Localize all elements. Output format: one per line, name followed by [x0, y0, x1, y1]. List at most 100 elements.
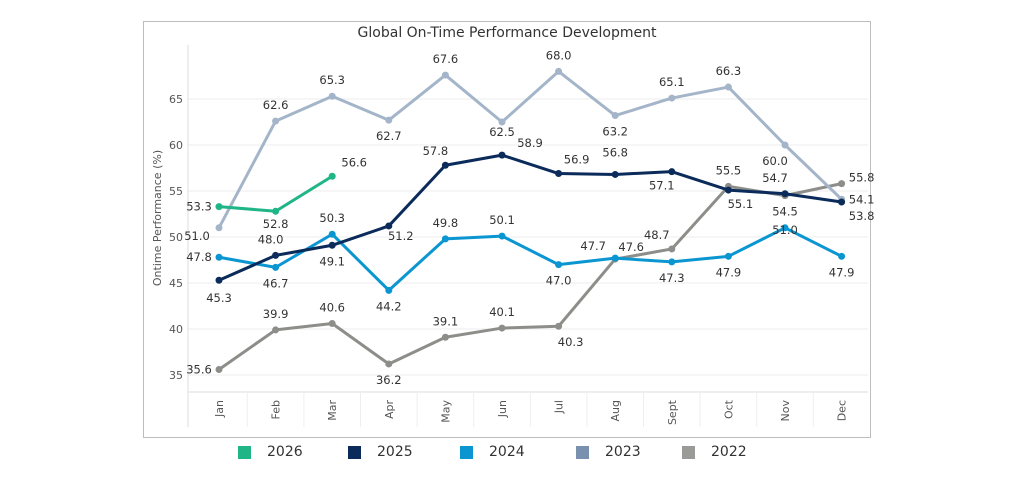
data-point-2023: [555, 67, 563, 75]
data-label-2023: 60.0: [762, 154, 788, 168]
y-tick-label: 45: [169, 277, 183, 290]
data-label-2024: 51.0: [772, 223, 798, 237]
data-point-2025: [781, 190, 789, 198]
data-point-2022: [838, 180, 846, 188]
data-point-2024: [272, 263, 280, 271]
x-tick-label: Sept: [666, 399, 679, 425]
data-label-2023: 62.5: [489, 125, 515, 139]
data-point-2023: [385, 116, 393, 124]
y-tick-label: 35: [169, 369, 183, 382]
data-point-2025: [272, 251, 280, 259]
data-point-2026: [328, 172, 336, 180]
data-label-2025: 57.8: [423, 144, 449, 158]
x-tick-label: Jun: [496, 400, 509, 418]
data-point-2024: [781, 224, 789, 232]
series-line-2023: [217, 69, 843, 229]
data-label-2023: 68.0: [546, 48, 572, 62]
data-label-2022: 40.6: [319, 300, 345, 314]
data-label-2024: 47.7: [580, 239, 606, 253]
data-label-2024: 47.9: [829, 265, 855, 279]
legend-item-2023: 2023: [576, 444, 641, 460]
data-label-2024: 44.2: [376, 299, 402, 313]
data-point-2025: [668, 168, 676, 176]
data-label-2023: 62.6: [263, 98, 289, 112]
data-point-2026: [272, 207, 280, 215]
y-tick-label: 65: [169, 93, 183, 106]
legend-swatch: [682, 445, 695, 459]
data-label-2026: 56.6: [341, 155, 367, 169]
data-label-2022: 39.9: [263, 307, 289, 321]
x-tick-label: Feb: [270, 400, 283, 419]
series-line-2025: [218, 153, 842, 282]
data-label-2024: 46.7: [263, 276, 289, 290]
x-tick-label: Apr: [383, 400, 396, 420]
data-label-2024: 47.9: [716, 265, 742, 279]
data-label-2022: 40.1: [489, 305, 515, 319]
data-point-2024: [498, 232, 506, 240]
data-point-2022: [555, 322, 563, 330]
data-point-2022: [215, 365, 223, 373]
data-label-2023: 67.6: [433, 52, 459, 66]
data-label-2025: 48.0: [258, 232, 284, 246]
data-point-2023: [215, 224, 223, 232]
data-label-2022: 40.3: [558, 335, 584, 349]
data-point-2022: [385, 360, 393, 368]
legend-item-2022: 2022: [682, 444, 747, 460]
data-label-2026: 53.3: [186, 200, 212, 214]
data-label-2024: 47.0: [546, 274, 572, 288]
data-point-2025: [555, 170, 563, 178]
data-point-2025: [328, 241, 336, 249]
data-label-2025: 54.7: [762, 171, 788, 185]
data-point-2022: [328, 319, 336, 327]
y-tick-label: 60: [169, 139, 183, 152]
data-label-2025: 49.1: [319, 254, 345, 268]
y-tick-label: 55: [169, 185, 183, 198]
data-label-2025: 51.2: [388, 229, 414, 243]
legend-label: 2024: [489, 444, 525, 460]
data-label-2025: 56.8: [602, 145, 628, 159]
x-tick-label: Oct: [722, 399, 735, 419]
data-label-2022: 54.5: [772, 205, 798, 219]
data-point-2023: [668, 94, 676, 102]
legend-item-2026: 2026: [238, 444, 303, 460]
data-label-2022: 48.7: [644, 228, 670, 242]
data-point-2023: [498, 118, 506, 126]
data-label-2025: 53.8: [849, 209, 875, 223]
series-line-2022: [218, 182, 842, 371]
legend-item-2024: 2024: [460, 444, 525, 460]
data-point-2023: [611, 112, 619, 120]
x-tick-label: May: [439, 400, 452, 423]
data-point-2024: [555, 261, 563, 269]
data-label-2023: 63.2: [602, 125, 628, 139]
data-point-2024: [385, 286, 393, 294]
data-point-2023: [724, 83, 732, 91]
data-point-2025: [385, 222, 393, 230]
chart-title: Global On-Time Performance Development: [357, 25, 657, 41]
x-tick-label: Jan: [213, 400, 226, 418]
data-point-2025: [724, 186, 732, 194]
data-label-2025: 57.1: [649, 179, 675, 193]
data-label-2022: 39.1: [433, 314, 459, 328]
data-point-2026: [215, 203, 223, 211]
data-point-2024: [441, 235, 449, 243]
data-point-2025: [215, 276, 223, 284]
data-point-2022: [498, 324, 506, 332]
data-label-2022: 55.8: [849, 171, 875, 185]
data-label-2022: 55.5: [716, 163, 742, 177]
data-point-2025: [498, 151, 506, 159]
series-line-2024: [218, 226, 843, 292]
legend-swatch: [576, 445, 589, 459]
data-label-2023: 66.3: [716, 64, 742, 78]
data-label-2025: 56.9: [564, 153, 590, 167]
data-point-2025: [441, 161, 449, 169]
data-label-2022: 47.6: [618, 240, 644, 254]
legend-label: 2022: [711, 444, 747, 460]
legend-swatch: [348, 445, 361, 459]
data-label-2025: 58.9: [517, 136, 543, 150]
x-tick-label: Dec: [836, 400, 849, 421]
data-label-2023: 54.1: [849, 192, 875, 206]
chart-frame: [143, 21, 871, 438]
data-label-2025: 45.3: [206, 291, 232, 305]
legend-label: 2026: [267, 444, 303, 460]
